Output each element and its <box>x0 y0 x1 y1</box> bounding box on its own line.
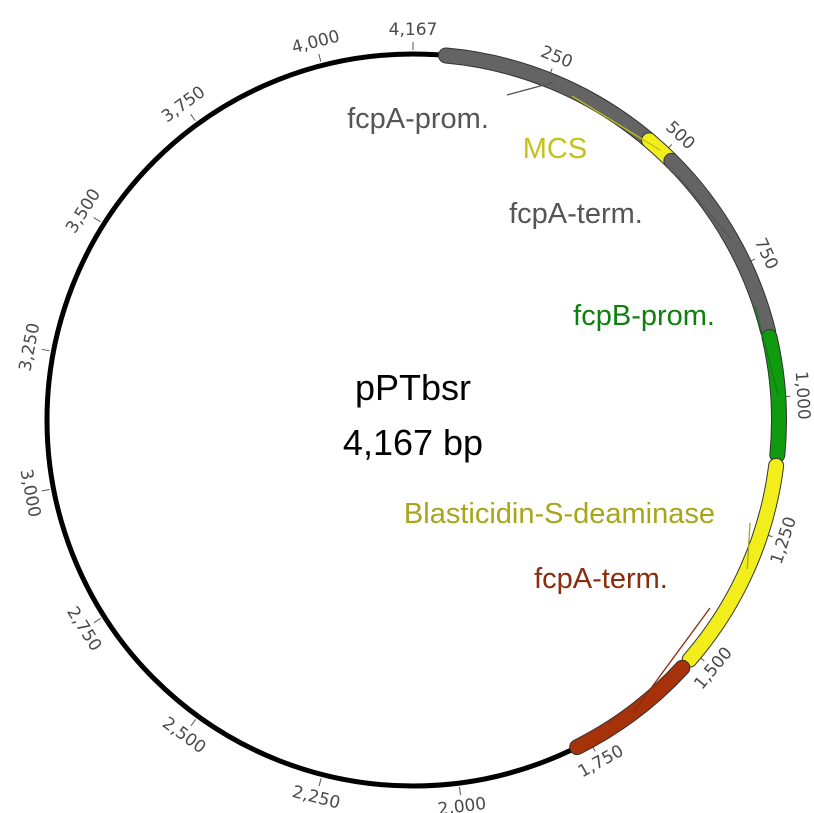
feature-leader-line <box>571 95 661 151</box>
tick-mark <box>41 488 50 492</box>
tick-mark <box>190 113 196 122</box>
feature-arc-outline <box>681 457 785 668</box>
feature-label: MCS <box>523 133 587 165</box>
tick-mark <box>458 787 461 796</box>
tick-label: 2,250 <box>290 782 342 813</box>
feature-label: fcpB-prom. <box>573 300 715 332</box>
tick-mark <box>93 217 101 223</box>
tick-mark <box>41 348 50 352</box>
tick-label: 4,167 <box>389 20 438 40</box>
feature-leader-line <box>746 522 751 570</box>
feature-arc[interactable] <box>682 458 784 667</box>
tick-mark <box>318 778 322 787</box>
tick-label: 2,000 <box>437 794 488 813</box>
feature-label: fcpA-prom. <box>347 103 489 135</box>
tick-mark <box>318 53 322 62</box>
tick-label: 1,000 <box>791 371 814 421</box>
tick-label: 750 <box>750 235 782 273</box>
tick-label: 250 <box>538 42 576 73</box>
tick-mark <box>93 617 101 624</box>
feature-label: fcpA-term. <box>534 563 668 595</box>
feature-leader-line <box>754 305 779 396</box>
tick-mark <box>190 719 197 727</box>
tick-label: 3,250 <box>16 321 45 373</box>
plasmid-name: pPTbsr <box>355 367 471 408</box>
feature-label: fcpA-term. <box>509 198 643 230</box>
tick-label: 4,000 <box>290 27 342 58</box>
tick-label: 3,000 <box>16 467 45 519</box>
plasmid-length: 4,167 bp <box>343 422 483 463</box>
feature-label: Blasticidin-S-deaminase <box>404 498 715 530</box>
feature-leader-line <box>632 607 711 713</box>
feature-arc[interactable] <box>570 660 690 755</box>
feature-leader-line <box>677 175 732 241</box>
feature-leader-line <box>506 81 555 96</box>
